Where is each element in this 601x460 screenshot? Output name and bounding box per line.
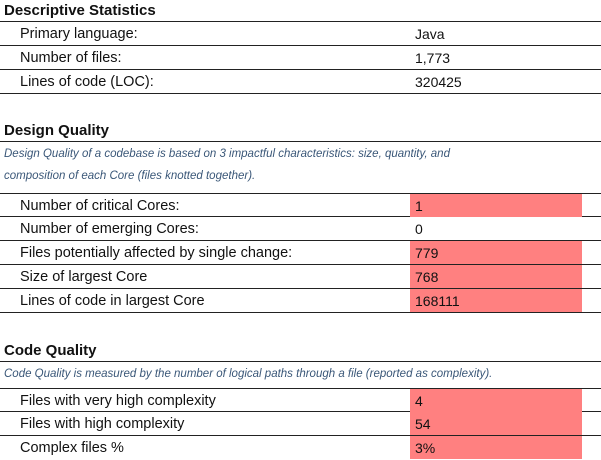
row-label: Number of critical Cores: [20,198,180,214]
row-value: 320425 [415,74,462,90]
table-row: Size of largest Core 768 [0,265,601,289]
row-value-alert: 168111 [410,289,582,312]
section-divider [0,361,601,362]
row-value-alert: 54 [410,412,582,435]
table-row: Lines of code in largest Core 168111 [0,289,601,313]
row-label: Number of emerging Cores: [20,221,199,237]
design-quality-description-line2: composition of each Core (files knotted … [4,170,256,182]
row-label: Number of files: [20,50,122,66]
table-row: Number of critical Cores: 1 [0,193,601,217]
table-row: Number of files: 1,773 [0,46,601,70]
row-label: Files with high complexity [20,416,185,432]
table-row: Files with very high complexity 4 [0,388,601,412]
table-row: Complex files % 3% [0,436,601,460]
row-value-alert: 779 [410,241,582,264]
table-row: Files with high complexity 54 [0,412,601,436]
code-quality-description: Code Quality is measured by the number o… [4,368,493,380]
row-value-alert: 4 [410,389,582,412]
row-value: Java [415,26,445,42]
row-value: 0 [415,221,423,237]
section-divider [0,141,601,142]
table-row: Files potentially affected by single cha… [0,241,601,265]
table-row: Lines of code (LOC): 320425 [0,70,601,94]
section-divider [0,21,601,22]
row-value: 1,773 [415,50,451,66]
table-row: Primary language: Java [0,22,601,46]
design-quality-title: Design Quality [4,122,110,139]
row-label: Primary language: [20,26,138,42]
row-label: Complex files % [20,440,124,456]
row-label: Lines of code in largest Core [20,293,205,309]
code-quality-title: Code Quality [4,342,97,359]
table-row: Number of emerging Cores: 0 [0,217,601,241]
row-value-alert: 1 [410,194,582,217]
row-label: Size of largest Core [20,269,148,285]
row-value-alert: 3% [410,436,582,459]
row-value-alert: 768 [410,265,582,288]
row-label: Files with very high complexity [20,393,216,409]
row-label: Files potentially affected by single cha… [20,245,293,261]
descriptive-stats-title: Descriptive Statistics [4,2,156,19]
row-label: Lines of code (LOC): [20,74,154,90]
design-quality-description-line1: Design Quality of a codebase is based on… [4,148,450,160]
